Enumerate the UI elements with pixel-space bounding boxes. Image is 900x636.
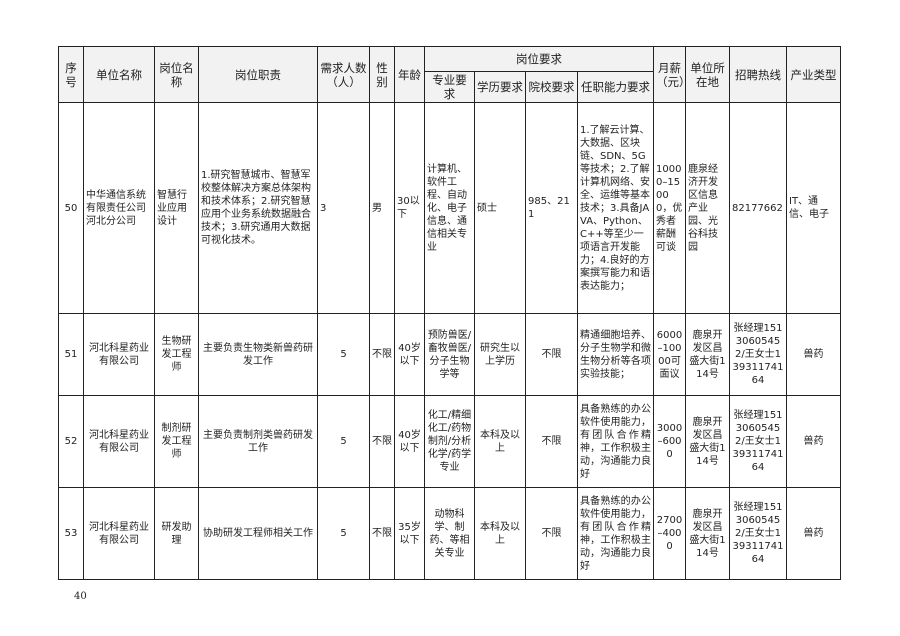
- cell-unit: 中华通信系统有限责任公司河北分公司: [83, 102, 155, 314]
- cell-location: 鹿泉经济开发区信息产业园、光谷科技园: [685, 102, 730, 314]
- cell-school: 不限: [525, 313, 578, 396]
- cell-duty: 协助研发工程师相关工作: [198, 487, 318, 580]
- cell-count: 3: [317, 102, 370, 314]
- header-unit: 单位名称: [83, 46, 155, 103]
- cell-hotline: 张经理15130605452/王女士13931174164: [729, 313, 787, 396]
- cell-industry: 兽药: [786, 395, 841, 488]
- cell-ability: 具备熟练的办公软件使用能力，有团队合作精神，工作积极主动，沟通能力良好: [577, 395, 654, 488]
- header-count: 需求人数（人）: [317, 46, 370, 103]
- cell-position: 制剂研发工程师: [154, 395, 199, 488]
- cell-salary: 10000–15000，优秀者薪酬可谈: [653, 102, 686, 314]
- header-school: 院校要求: [525, 71, 578, 103]
- cell-education: 本科及以上: [474, 487, 526, 580]
- cell-gender: 不限: [369, 313, 395, 396]
- table-row: 51 河北科星药业有限公司 生物研发工程师 主要负责生物类新兽药研发工作 5 不…: [58, 313, 841, 396]
- header-seq: 序号: [58, 46, 84, 103]
- cell-education: 本科及以上: [474, 395, 526, 488]
- cell-salary: 2700–4000: [653, 487, 686, 580]
- cell-gender: 不限: [369, 487, 395, 580]
- header-age: 年龄: [394, 46, 425, 103]
- cell-major: 动物科学、制药、等相关专业: [424, 487, 475, 580]
- cell-hotline: 张经理15130605452/王女士13931174164: [729, 395, 787, 488]
- cell-count: 5: [317, 487, 370, 580]
- cell-major: 化工/精细化工/药物制剂/分析化学/药学专业: [424, 395, 475, 488]
- cell-count: 5: [317, 395, 370, 488]
- header-education: 学历要求: [474, 71, 526, 103]
- cell-location: 鹿泉开发区昌盛大街114号: [685, 395, 730, 488]
- cell-unit: 河北科星药业有限公司: [83, 395, 155, 488]
- cell-major: 预防兽医/畜牧兽医/分子生物学等: [424, 313, 475, 396]
- cell-age: 30以下: [394, 102, 425, 314]
- subheader-row: 专业要求 学历要求 院校要求 任职能力要求: [59, 71, 841, 103]
- cell-gender: 男: [369, 102, 395, 314]
- cell-ability: 1.了解云计算、大数据、区块链、SDN、5G等技术；2.了解计算机网络、安全、运…: [577, 102, 654, 314]
- cell-unit: 河北科星药业有限公司: [83, 487, 155, 580]
- cell-salary: 6000–10000可面议: [653, 313, 686, 396]
- cell-duty: 1.研究智慧城市、智慧军校整体解决方案总体架构和技术体系；2.研究智慧应用个业务…: [198, 102, 318, 314]
- cell-age: 40岁以下: [394, 395, 425, 488]
- cell-duty: 主要负责制剂类兽药研发工作: [198, 395, 318, 488]
- cell-major: 计算机、软件工程、自动化、电子信息、通信相关专业: [424, 102, 475, 314]
- header-location: 单位所在地: [685, 46, 730, 103]
- header-requirements: 岗位要求: [424, 46, 654, 72]
- cell-seq: 50: [58, 102, 84, 314]
- table-row: 53 河北科星药业有限公司 研发助理 协助研发工程师相关工作 5 不限 35岁以…: [58, 487, 841, 580]
- cell-education: 研究生以上学历: [474, 313, 526, 396]
- cell-education: 硕士: [474, 102, 526, 314]
- cell-school: 不限: [525, 487, 578, 580]
- header-hotline: 招聘热线: [729, 46, 787, 103]
- job-listing-table: 序号 单位名称 岗位名称 岗位职责 需求人数（人） 性别 年龄 岗位要求 月薪（…: [58, 46, 841, 580]
- cell-industry: 兽药: [786, 313, 841, 396]
- cell-position: 生物研发工程师: [154, 313, 199, 396]
- header-gender: 性别: [369, 46, 395, 103]
- cell-location: 鹿泉开发区昌盛大街114号: [685, 487, 730, 580]
- header-duty: 岗位职责: [198, 46, 318, 103]
- cell-age: 40岁以下: [394, 313, 425, 396]
- header-industry: 产业类型: [786, 46, 841, 103]
- cell-age: 35岁以下: [394, 487, 425, 580]
- cell-duty: 主要负责生物类新兽药研发工作: [198, 313, 318, 396]
- cell-position: 智慧行业应用设计: [154, 102, 199, 314]
- cell-ability: 具备熟练的办公软件使用能力，有团队合作精神，工作积极主动，沟通能力良好: [577, 487, 654, 580]
- header-row: 序号 单位名称 岗位名称 岗位职责 需求人数（人） 性别 年龄 岗位要求 月薪（…: [58, 46, 841, 103]
- cell-seq: 52: [58, 395, 84, 488]
- header-position: 岗位名称: [154, 46, 199, 103]
- header-major: 专业要求: [424, 71, 475, 103]
- cell-position: 研发助理: [154, 487, 199, 580]
- cell-industry: 兽药: [786, 487, 841, 580]
- cell-ability: 精通细胞培养、分子生物学和微生物分析等各项实验技能；: [577, 313, 654, 396]
- cell-gender: 不限: [369, 395, 395, 488]
- cell-unit: 河北科星药业有限公司: [83, 313, 155, 396]
- table-row: 50 中华通信系统有限责任公司河北分公司 智慧行业应用设计 1.研究智慧城市、智…: [58, 102, 841, 314]
- cell-hotline: 张经理15130605452/王女士13931174164: [729, 487, 787, 580]
- cell-industry: IT、通信、电子: [786, 102, 841, 314]
- header-salary: 月薪（元）: [653, 46, 691, 103]
- cell-hotline: 82177662: [729, 102, 787, 314]
- page-number: 40: [74, 591, 87, 602]
- header-ability: 任职能力要求: [577, 71, 654, 103]
- cell-seq: 53: [58, 487, 84, 580]
- cell-school: 985、211: [525, 102, 578, 314]
- cell-school: 不限: [525, 395, 578, 488]
- table-row: 52 河北科星药业有限公司 制剂研发工程师 主要负责制剂类兽药研发工作 5 不限…: [58, 395, 841, 488]
- cell-seq: 51: [58, 313, 84, 396]
- cell-location: 鹿泉开发区昌盛大街114号: [685, 313, 730, 396]
- cell-count: 5: [317, 313, 370, 396]
- cell-salary: 3000–6000: [653, 395, 686, 488]
